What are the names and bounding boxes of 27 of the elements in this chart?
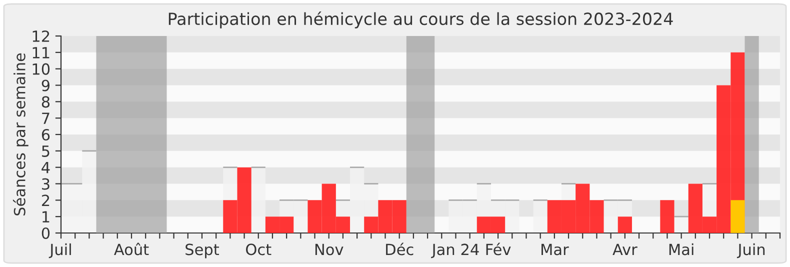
x-tick-label: Jan 24 xyxy=(431,244,479,258)
chart-title: Participation en hémicycle au cours de la session 2023-2024 xyxy=(168,12,673,28)
y-tick-label: 2 xyxy=(42,194,50,206)
y-tick-label: 5 xyxy=(42,146,50,157)
y-tick-label: 12 xyxy=(32,30,50,42)
x-tick-label: Juin xyxy=(736,243,765,258)
y-tick-label: 8 xyxy=(42,96,50,108)
x-tick-label: Mar xyxy=(542,244,569,256)
x-tick-label: Sept xyxy=(186,244,220,258)
y-tick-label: 0 xyxy=(42,227,50,240)
y-tick-label: 10 xyxy=(32,63,50,75)
y-tick-label: 9 xyxy=(42,80,50,92)
y-tick-label: 6 xyxy=(42,128,50,141)
y-axis-title: Séances par semaine xyxy=(12,53,28,216)
x-tick-label: Oct xyxy=(246,244,272,256)
x-tick-label: Avr xyxy=(612,244,638,256)
x-tick-label: Nov xyxy=(315,244,344,256)
x-tick-label: Fév xyxy=(486,242,511,256)
y-tick-label: 7 xyxy=(42,112,50,124)
x-tick-label: Déc xyxy=(386,242,414,256)
x-tick-label: Juil xyxy=(48,243,71,258)
y-tick-label: 3 xyxy=(42,178,50,190)
y-tick-label: 4 xyxy=(42,162,50,174)
y-tick-label: 1 xyxy=(42,211,50,222)
x-tick-label: Mai xyxy=(669,243,694,256)
y-tick-label: 11 xyxy=(32,47,50,58)
x-tick-label: Août xyxy=(114,242,149,256)
